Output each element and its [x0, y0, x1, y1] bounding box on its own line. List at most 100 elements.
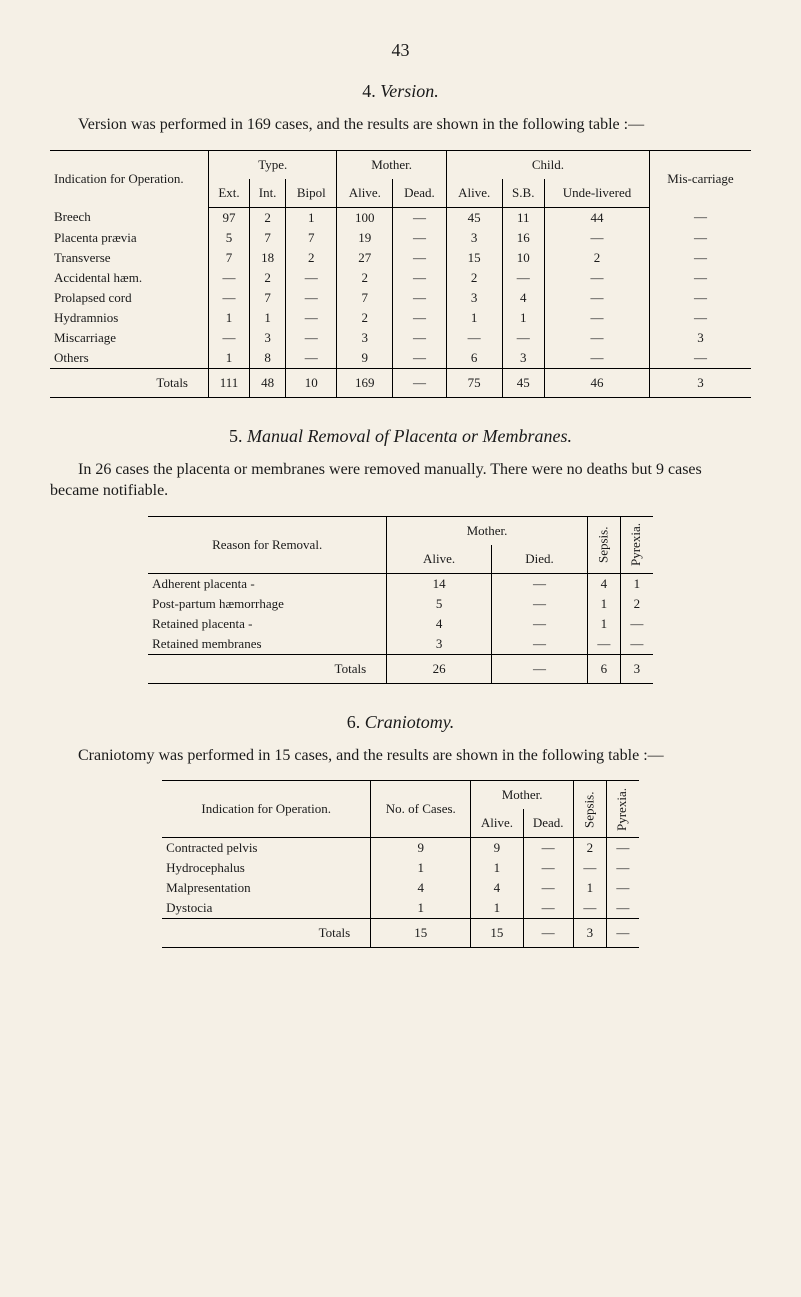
cell: 3: [650, 328, 751, 348]
cell-label: Miscarriage: [50, 328, 209, 348]
t2-total-pyrexia: 3: [620, 654, 653, 683]
cell: —: [606, 838, 639, 859]
page-number: 43: [50, 40, 751, 61]
section4-text: Version.: [380, 81, 439, 101]
cell-label: Retained membranes: [148, 634, 387, 655]
cell: 2: [573, 838, 606, 859]
cell: —: [545, 328, 650, 348]
hdr-bipol: Bipol: [286, 179, 337, 208]
hdr-unde: Unde-livered: [545, 179, 650, 208]
t3-total-dead: —: [523, 919, 573, 948]
t1-total-bipol: 10: [286, 368, 337, 397]
hdr-mother: Mother.: [337, 150, 446, 179]
cell: —: [393, 328, 447, 348]
cell: —: [492, 573, 588, 594]
removal-table: Reason for Removal. Mother. Sepsis. Pyre…: [148, 516, 653, 684]
cell: —: [573, 898, 606, 919]
cell: —: [502, 268, 545, 288]
cell: 4: [371, 878, 471, 898]
cell: 4: [502, 288, 545, 308]
cell: —: [286, 348, 337, 369]
hdr-dead3: Dead.: [523, 809, 573, 838]
cell-label: Post-partum hæmorrhage: [148, 594, 387, 614]
hdr-alive: Alive.: [337, 179, 393, 208]
table-row: Dystocia11———: [162, 898, 639, 919]
t3-total-alive: 15: [471, 919, 523, 948]
cell: —: [587, 634, 620, 655]
cell: 1: [371, 858, 471, 878]
t1-total-calive: 75: [446, 368, 502, 397]
cell: 2: [250, 268, 286, 288]
cell: 9: [337, 348, 393, 369]
cell: —: [650, 207, 751, 228]
table-row: Retained placenta -4—1—: [148, 614, 653, 634]
cell: —: [502, 328, 545, 348]
cell: —: [650, 228, 751, 248]
cell: 3: [502, 348, 545, 369]
t3-total-pyrexia: —: [606, 919, 639, 948]
section4-num: 4.: [362, 81, 376, 101]
cell: 8: [250, 348, 286, 369]
t1-total-int: 48: [250, 368, 286, 397]
cell: 9: [371, 838, 471, 859]
cell: 2: [337, 308, 393, 328]
section6-title: 6. Craniotomy.: [50, 712, 751, 733]
cell: —: [209, 288, 250, 308]
cell: 4: [587, 573, 620, 594]
table-row: Miscarriage—3—3————3: [50, 328, 751, 348]
hdr-ext: Ext.: [209, 179, 250, 208]
hdr-sepsis3: Sepsis.: [573, 781, 606, 838]
cell: 1: [209, 308, 250, 328]
hdr-dead: Dead.: [393, 179, 447, 208]
t2-total-alive: 26: [387, 654, 492, 683]
cell: —: [393, 288, 447, 308]
t2-total-label: Totals: [148, 654, 387, 683]
table-row: Hydramnios11—2—11——: [50, 308, 751, 328]
cell: —: [620, 634, 653, 655]
cell: —: [286, 308, 337, 328]
section6-num: 6.: [347, 712, 361, 732]
t1-total-sb: 45: [502, 368, 545, 397]
t1-total-malive: 169: [337, 368, 393, 397]
cell: 7: [250, 288, 286, 308]
cell: 2: [545, 248, 650, 268]
cell: —: [523, 858, 573, 878]
hdr-alive3: Alive.: [471, 809, 523, 838]
hdr-died: Died.: [492, 545, 588, 574]
cell: 16: [502, 228, 545, 248]
cell: 2: [337, 268, 393, 288]
cell: 1: [620, 573, 653, 594]
cell-label: Hydramnios: [50, 308, 209, 328]
cell: —: [492, 594, 588, 614]
cell: 1: [286, 207, 337, 228]
cell: 5: [387, 594, 492, 614]
cell: —: [393, 228, 447, 248]
cell: 1: [471, 898, 523, 919]
cell: 45: [446, 207, 502, 228]
hdr-sb: S.B.: [502, 179, 545, 208]
table-row: Retained membranes3———: [148, 634, 653, 655]
t2-total-died: —: [492, 654, 588, 683]
cell: 19: [337, 228, 393, 248]
cell: 2: [250, 207, 286, 228]
hdr-int: Int.: [250, 179, 286, 208]
cell-label: Accidental hæm.: [50, 268, 209, 288]
cell-label: Hydrocephalus: [162, 858, 371, 878]
cell: 18: [250, 248, 286, 268]
cell: 7: [209, 248, 250, 268]
section4-intro: Version was performed in 169 cases, and …: [50, 114, 751, 136]
cell: 97: [209, 207, 250, 228]
cell: —: [393, 207, 447, 228]
hdr-reason: Reason for Removal.: [148, 516, 387, 573]
hdr-sepsis: Sepsis.: [587, 516, 620, 573]
cell: 1: [209, 348, 250, 369]
hdr-indication3: Indication for Operation.: [162, 781, 371, 838]
cell: 1: [573, 878, 606, 898]
cell: 2: [286, 248, 337, 268]
cell: —: [393, 308, 447, 328]
craniotomy-table: Indication for Operation. No. of Cases. …: [162, 780, 639, 948]
cell-label: Retained placenta -: [148, 614, 387, 634]
cell-label: Dystocia: [162, 898, 371, 919]
cell: 1: [587, 594, 620, 614]
hdr-calive: Alive.: [446, 179, 502, 208]
